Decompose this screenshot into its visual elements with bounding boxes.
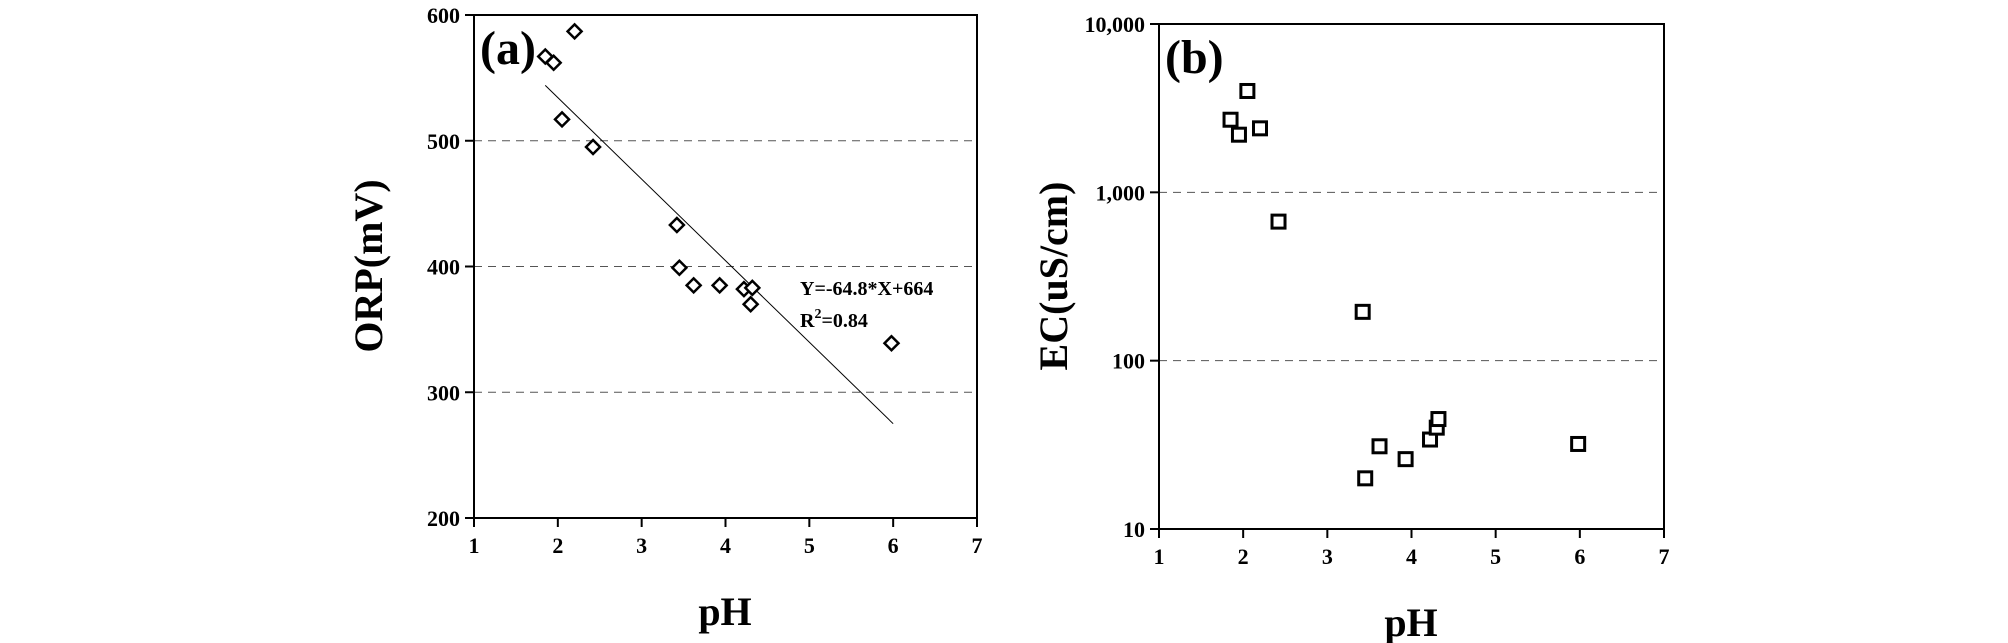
data-point bbox=[1270, 213, 1287, 230]
data-point bbox=[1222, 111, 1239, 128]
panel-a-equation: Y=-64.8*X+664 bbox=[800, 278, 933, 300]
panel-a-points bbox=[536, 22, 901, 352]
y-tick-label: 200 bbox=[427, 506, 460, 531]
data-point bbox=[1570, 435, 1587, 452]
data-point bbox=[1252, 120, 1268, 137]
y-tick-label: 10,000 bbox=[1085, 12, 1146, 37]
y-tick-label: 100 bbox=[1112, 349, 1145, 374]
data-point bbox=[1430, 411, 1447, 428]
panel-b-gridlines bbox=[1159, 191, 1664, 362]
r-squared-base: R bbox=[800, 310, 815, 332]
data-point bbox=[668, 216, 686, 234]
panel-a-x-axis-label: pH bbox=[698, 589, 751, 634]
data-point bbox=[1239, 82, 1256, 99]
r-squared-value: =0.84 bbox=[821, 310, 867, 332]
x-tick-label: 7 bbox=[972, 533, 983, 558]
panel-b-y-axis-label: EC(uS/cm) bbox=[1031, 182, 1076, 371]
data-point bbox=[684, 276, 703, 295]
panel-a-r-squared: R2=0.84 bbox=[800, 307, 868, 332]
x-tick-label: 4 bbox=[1406, 544, 1417, 569]
y-tick-label: 400 bbox=[427, 255, 460, 280]
x-tick-label: 7 bbox=[1659, 544, 1670, 569]
data-point bbox=[1357, 470, 1374, 487]
panel-a-gridlines bbox=[474, 140, 977, 393]
panel-b-chart: 1 2 3 4 5 6 7 10 100 1,000 10,000 (b) pH EC(uS/cm… bbox=[1031, 12, 1670, 643]
data-point bbox=[544, 54, 563, 72]
x-tick-label: 6 bbox=[1574, 544, 1585, 569]
data-point bbox=[1397, 451, 1414, 468]
panel-a-y-axis-label: ORP(mV) bbox=[346, 179, 391, 352]
y-tick-label: 500 bbox=[427, 129, 460, 154]
data-point bbox=[710, 276, 729, 295]
x-tick-label: 3 bbox=[636, 533, 647, 558]
x-tick-label: 4 bbox=[720, 533, 731, 558]
r-squared-sup: 2 bbox=[814, 307, 821, 322]
data-point bbox=[553, 110, 571, 129]
panel-a-chart: 1 2 3 4 5 6 7 200 300 400 500 600 (a) Y=-64.8*X+66… bbox=[346, 3, 983, 634]
data-point bbox=[1230, 126, 1247, 143]
data-point bbox=[1354, 303, 1371, 320]
y-tick-label: 10 bbox=[1123, 517, 1145, 542]
panel-a-y-ticks: 200 300 400 500 600 bbox=[427, 3, 474, 531]
data-point bbox=[743, 279, 762, 297]
y-tick-label: 1,000 bbox=[1096, 180, 1146, 205]
x-tick-label: 2 bbox=[1238, 544, 1249, 569]
data-point bbox=[565, 22, 584, 41]
x-tick-label: 1 bbox=[1154, 544, 1165, 569]
x-tick-label: 3 bbox=[1322, 544, 1333, 569]
panel-b-label: (b) bbox=[1165, 31, 1224, 84]
x-tick-label: 1 bbox=[469, 533, 480, 558]
panel-b-points bbox=[1222, 82, 1587, 487]
y-tick-label: 600 bbox=[427, 3, 460, 28]
panel-b-y-ticks: 10 100 1,000 10,000 bbox=[1085, 12, 1159, 542]
panel-b-x-axis-label: pH bbox=[1384, 600, 1437, 643]
panel-a-label: (a) bbox=[480, 22, 536, 75]
data-point bbox=[741, 295, 760, 313]
data-point bbox=[1371, 438, 1388, 455]
x-tick-label: 5 bbox=[1490, 544, 1501, 569]
x-tick-label: 6 bbox=[888, 533, 899, 558]
data-point bbox=[584, 138, 602, 156]
x-tick-label: 5 bbox=[804, 533, 815, 558]
y-tick-label: 300 bbox=[427, 380, 460, 405]
data-point bbox=[882, 334, 901, 352]
panel-b-x-ticks: 1 2 3 4 5 6 7 bbox=[1154, 529, 1670, 569]
x-tick-label: 2 bbox=[552, 533, 563, 558]
data-point bbox=[670, 258, 689, 277]
panel-a-fit-line bbox=[544, 85, 894, 425]
panel-a-x-ticks: 1 2 3 4 5 6 7 bbox=[469, 518, 983, 558]
